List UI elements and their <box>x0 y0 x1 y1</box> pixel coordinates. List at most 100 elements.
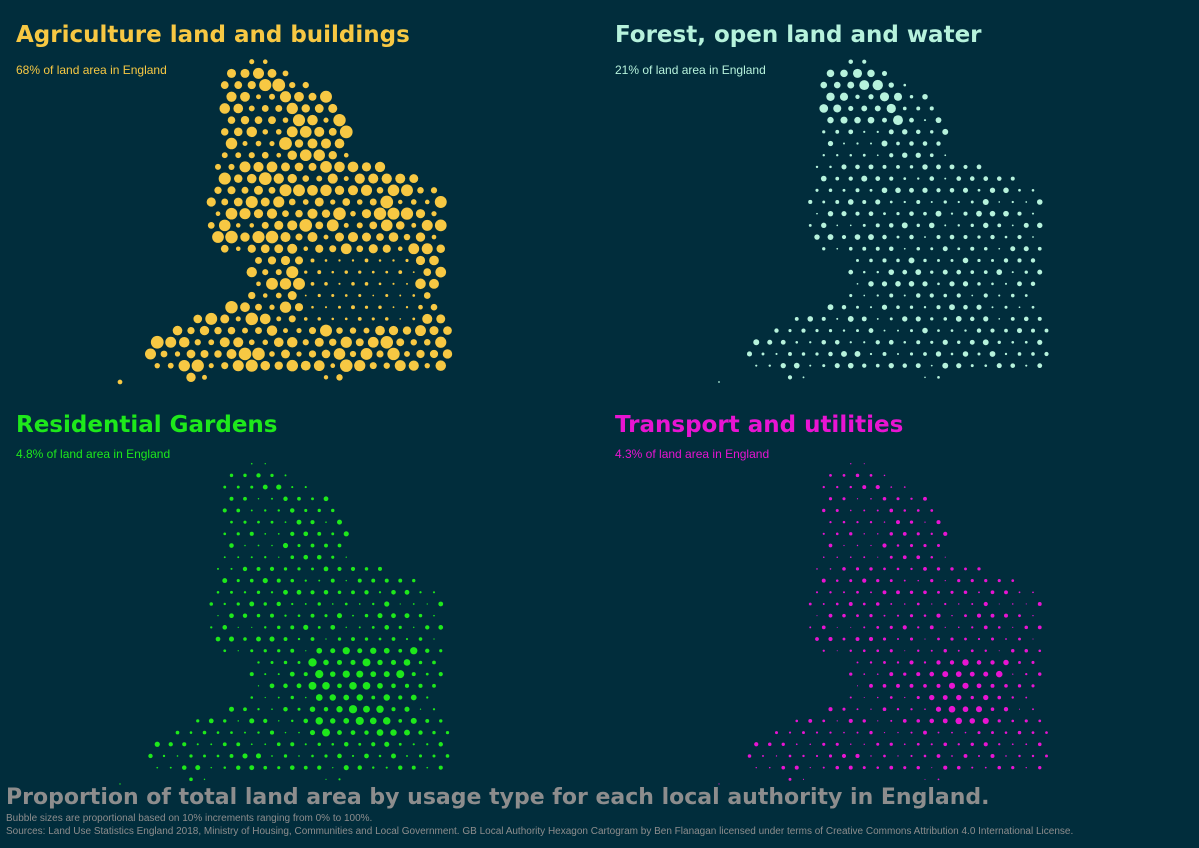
authority-bubble <box>842 497 846 501</box>
authority-bubble <box>930 247 934 251</box>
authority-bubble <box>303 246 309 252</box>
authority-bubble <box>983 742 988 747</box>
authority-bubble <box>997 340 1001 344</box>
authority-bubble <box>909 543 914 548</box>
authority-bubble <box>350 659 356 665</box>
authority-bubble <box>876 625 880 629</box>
authority-bubble <box>269 636 275 642</box>
authority-bubble <box>944 580 946 582</box>
authority-bubble <box>868 281 874 287</box>
authority-bubble <box>228 163 235 170</box>
authority-bubble <box>242 141 248 147</box>
authority-bubble <box>256 636 261 642</box>
authority-bubble <box>318 579 321 582</box>
authority-bubble <box>998 650 1000 652</box>
authority-bubble <box>264 556 267 559</box>
authority-bubble <box>888 223 894 228</box>
authority-bubble <box>964 329 967 332</box>
authority-bubble <box>876 742 880 746</box>
authority-bubble <box>226 68 237 78</box>
authority-bubble <box>189 731 193 734</box>
authority-bubble <box>257 731 260 734</box>
authority-bubble <box>298 731 300 734</box>
authority-bubble <box>882 234 887 240</box>
authority-bubble <box>337 566 342 571</box>
authority-bubble <box>297 614 301 618</box>
authority-bubble <box>882 590 887 595</box>
authority-bubble <box>971 766 974 769</box>
authority-bubble <box>413 626 415 629</box>
authority-bubble <box>438 601 444 607</box>
authority-bubble <box>384 601 390 607</box>
authority-bubble <box>415 325 426 337</box>
authority-bubble <box>430 303 438 311</box>
authority-bubble <box>826 92 835 101</box>
authority-bubble <box>302 81 309 89</box>
authority-bubble <box>983 222 989 229</box>
authority-bubble <box>417 187 424 194</box>
authority-bubble <box>794 316 799 321</box>
authority-bubble <box>924 708 926 710</box>
authority-bubble <box>290 578 295 583</box>
authority-bubble <box>432 730 436 735</box>
authority-bubble <box>875 484 880 490</box>
authority-bubble <box>915 129 921 135</box>
authority-bubble <box>269 93 275 100</box>
authority-bubble <box>835 742 839 746</box>
authority-bubble <box>253 161 264 172</box>
authority-bubble <box>1012 626 1014 628</box>
authority-bubble <box>936 141 941 146</box>
authority-bubble <box>187 326 195 335</box>
authority-bubble <box>195 765 201 771</box>
authority-bubble <box>990 613 995 618</box>
authority-bubble <box>970 579 974 583</box>
authority-bubble <box>331 532 335 536</box>
authority-bubble <box>329 245 337 253</box>
authority-bubble <box>822 719 826 723</box>
authority-bubble <box>423 292 431 299</box>
authority-bubble <box>287 243 298 254</box>
authority-bubble <box>320 161 332 173</box>
authority-bubble <box>916 106 921 111</box>
authority-bubble <box>438 625 444 630</box>
authority-bubble <box>956 269 962 275</box>
authority-bubble <box>903 743 906 746</box>
authority-bubble <box>117 379 123 385</box>
authority-bubble <box>929 625 934 630</box>
authority-bubble <box>862 649 866 653</box>
authority-bubble <box>843 731 845 734</box>
authority-bubble <box>229 613 234 619</box>
authority-bubble <box>237 720 240 722</box>
authority-bubble <box>308 681 317 690</box>
authority-bubble <box>902 106 907 111</box>
authority-bubble <box>963 164 968 169</box>
authority-bubble <box>385 270 389 274</box>
authority-bubble <box>228 636 235 642</box>
authority-bubble <box>896 590 900 595</box>
authority-bubble <box>962 351 969 357</box>
authority-bubble <box>248 291 256 300</box>
authority-bubble <box>304 579 307 582</box>
authority-bubble <box>223 532 227 536</box>
authority-bubble <box>991 731 994 735</box>
authority-bubble <box>344 294 348 297</box>
authority-bubble <box>998 743 1001 746</box>
authority-bubble <box>351 590 355 595</box>
authority-bubble <box>371 270 375 274</box>
authority-bubble <box>351 259 355 262</box>
authority-bubble <box>1045 754 1048 758</box>
authority-bubble <box>924 376 926 379</box>
authority-bubble <box>863 556 866 559</box>
authority-bubble <box>755 766 757 769</box>
authority-bubble <box>896 683 900 688</box>
authority-bubble <box>827 140 834 147</box>
authority-bubble <box>930 532 933 535</box>
authority-bubble <box>889 672 894 677</box>
authority-bubble <box>376 186 384 194</box>
authority-bubble <box>849 341 852 344</box>
authority-bubble <box>279 184 292 197</box>
authority-bubble <box>314 126 325 137</box>
authority-bubble <box>957 578 961 583</box>
authority-bubble <box>255 753 262 759</box>
authority-bubble <box>1011 340 1015 344</box>
